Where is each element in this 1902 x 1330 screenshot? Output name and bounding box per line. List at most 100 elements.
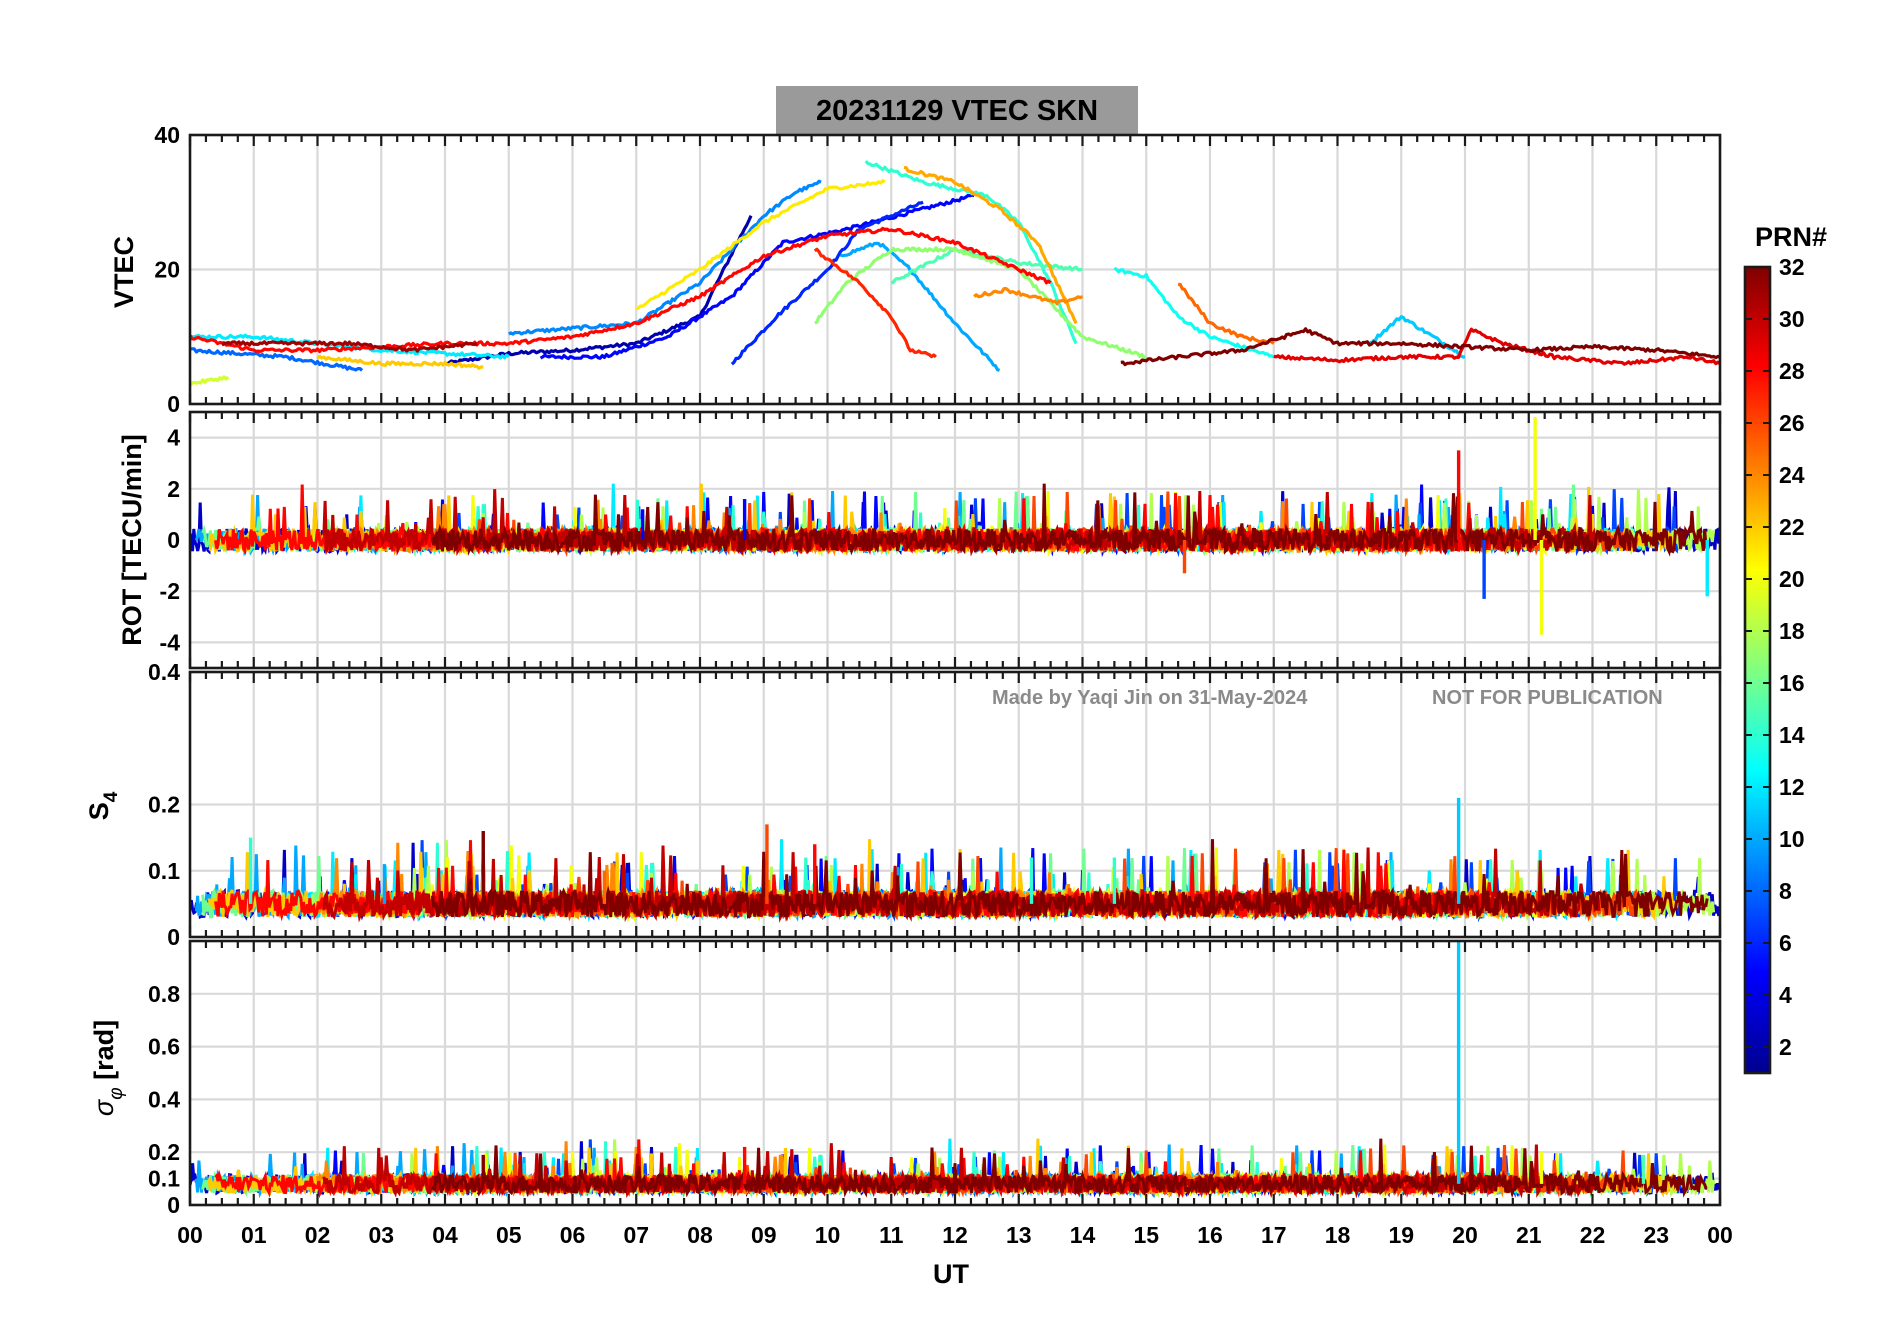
colorbar-tick-label: 6: [1779, 930, 1792, 956]
vtec-series-line: [973, 286, 1084, 306]
y-tick-label: 0.4: [148, 659, 180, 685]
x-tick-label: 00: [177, 1222, 203, 1248]
svg-text:S4: S4: [84, 791, 122, 820]
x-tick-label: 11: [879, 1222, 904, 1248]
x-tick-label: 16: [1197, 1222, 1223, 1248]
panel-frames: [188, 133, 1722, 1207]
x-tick-label: 10: [815, 1222, 841, 1248]
vtec-series-line: [813, 247, 937, 359]
x-tick-label: 06: [560, 1222, 586, 1248]
rot-series-group: [190, 417, 1720, 635]
x-tick-label: 13: [1006, 1222, 1032, 1248]
y-tick-label: 0.8: [148, 981, 180, 1007]
y-tick-label: 0.2: [148, 1139, 180, 1165]
vtec-series-line: [190, 375, 230, 387]
colorbar-tick-label: 22: [1779, 514, 1805, 540]
y-tick-label: 0.1: [148, 1166, 180, 1192]
x-tick-label: 14: [1070, 1222, 1096, 1248]
s4-series-group: [190, 797, 1720, 923]
colorbar-title: PRN#: [1755, 222, 1827, 252]
x-tick-label: 08: [687, 1222, 713, 1248]
vtec-series-line: [508, 179, 822, 336]
x-tick-label: 04: [432, 1222, 458, 1248]
y-tick-label: 0: [167, 391, 180, 417]
vtec-series-line: [1120, 327, 1720, 367]
vtec-axis-label: VTEC: [109, 236, 139, 308]
colorbar-gradient: [1743, 265, 1772, 1075]
vtec-series-line: [1273, 327, 1720, 366]
x-tick-label: 07: [623, 1222, 649, 1248]
rot-axis-label: ROT [TECU/min]: [117, 434, 147, 645]
vtec-series-line: [444, 215, 753, 366]
colorbar-tick-label: 32: [1779, 254, 1805, 280]
noise-series-line: [430, 1138, 1708, 1199]
x-tick-label: 19: [1388, 1222, 1414, 1248]
y-tick-label: 0: [167, 924, 180, 950]
x-tick-label: 21: [1516, 1222, 1542, 1248]
noise-series-line: [430, 483, 1708, 557]
vtec-series-line: [1113, 266, 1275, 359]
x-tick-label: 23: [1643, 1222, 1669, 1248]
vtec-series-line: [190, 347, 364, 372]
watermark-credit: Made by Yaqi Jin on 31-May-2024: [992, 687, 1308, 709]
y-tick-label: 0: [167, 527, 180, 553]
vtec-series-line: [903, 165, 1078, 324]
x-tick-label: 20: [1452, 1222, 1478, 1248]
colorbar-tick-label: 2: [1779, 1034, 1792, 1060]
colorbar-tick-label: 4: [1779, 982, 1792, 1008]
sigma-phi-axis-label: σφ [rad]: [89, 1020, 127, 1116]
colorbar-tick-label: 16: [1779, 670, 1805, 696]
svg-text:σφ [rad]: σφ [rad]: [89, 1020, 127, 1116]
vtec-series-line: [1368, 315, 1466, 359]
x-tick-labels: 00 01 02 03 04 05 06 07 08 09 10 11 12 13 14 15 16 17 18 19…: [177, 1222, 1733, 1248]
s4-axis-label: S4: [84, 791, 122, 820]
y-tick-label: 40: [154, 122, 180, 148]
vtec-series-line: [1177, 282, 1275, 345]
vtec-series-line: [539, 193, 975, 361]
x-tick-label: 12: [942, 1222, 968, 1248]
colorbar-tick-label: 8: [1779, 878, 1792, 904]
noise-series-line: [430, 839, 1709, 922]
x-tick-label: 17: [1261, 1222, 1287, 1248]
y-tick-label: 0.4: [148, 1086, 180, 1112]
x-tick-label: 03: [368, 1222, 394, 1248]
vtec-series-line: [190, 226, 1052, 354]
watermark-notice: NOT FOR PUBLICATION: [1432, 687, 1663, 709]
colorbar-tick-label: 24: [1779, 462, 1805, 488]
y-tick-label: 0.6: [148, 1034, 180, 1060]
colorbar-tick-label: 18: [1779, 618, 1805, 644]
x-tick-label: 00: [1707, 1222, 1733, 1248]
vtec-series-line: [316, 354, 484, 370]
y-tick-label: 0.2: [148, 792, 180, 818]
vtec-series-line: [839, 241, 1001, 372]
x-tick-label: 02: [305, 1222, 331, 1248]
chart-title-text: 20231129 VTEC SKN: [816, 95, 1098, 127]
y-tick-label: -4: [160, 629, 181, 655]
colorbar-tick-label: 14: [1779, 722, 1805, 748]
vtec-series-line: [221, 340, 478, 353]
colorbar-tick-label: 28: [1779, 358, 1805, 384]
x-tick-label: 05: [496, 1222, 522, 1248]
x-axis-label: UT: [933, 1259, 969, 1289]
y-tick-label: 0: [167, 1192, 180, 1218]
colorbar-tick-label: 12: [1779, 774, 1805, 800]
vtec-series-line: [814, 246, 1147, 360]
vtec-series-line: [635, 179, 886, 311]
colorbar-tick-label: 20: [1779, 566, 1805, 592]
colorbar-tick-label: 26: [1779, 410, 1805, 436]
x-tick-label: 22: [1580, 1222, 1606, 1248]
y-tick-label: 4: [167, 425, 180, 451]
grid-lines: [190, 135, 1720, 1205]
x-tick-label: 15: [1133, 1222, 1159, 1248]
x-tick-label: 18: [1325, 1222, 1351, 1248]
y-tick-label: 2: [167, 476, 180, 502]
chart-title: 20231129 VTEC SKN: [776, 86, 1138, 134]
x-tick-label: 01: [241, 1222, 267, 1248]
y-tick-label: 0.1: [148, 858, 180, 884]
sigma-phi-series-group: [190, 941, 1720, 1199]
colorbar-tick-label: 10: [1779, 826, 1805, 852]
